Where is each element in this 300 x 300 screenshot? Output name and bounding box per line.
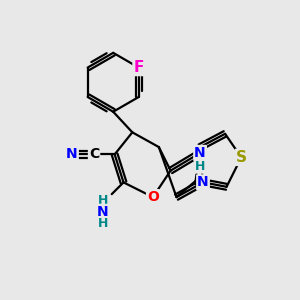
Text: H: H [98, 194, 108, 207]
Text: O: O [147, 190, 159, 204]
Text: N: N [194, 146, 206, 160]
Text: S: S [236, 150, 247, 165]
Text: H: H [98, 217, 108, 230]
Text: F: F [134, 60, 144, 75]
Text: N: N [66, 147, 78, 161]
Text: H: H [195, 160, 205, 173]
Text: N: N [197, 176, 209, 189]
Text: N: N [97, 205, 109, 219]
Text: C: C [89, 147, 99, 161]
